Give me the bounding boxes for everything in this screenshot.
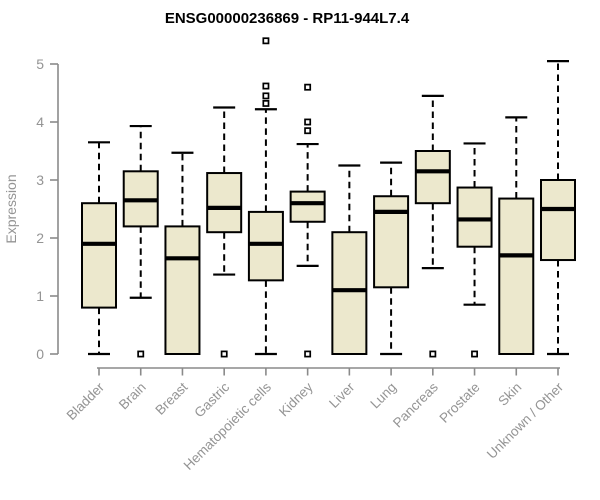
outlier-point xyxy=(429,350,437,358)
boxplot-brain xyxy=(122,124,159,358)
y-tick-label: 0 xyxy=(36,346,44,362)
iqr-box xyxy=(498,197,535,355)
boxplot-kidney xyxy=(289,83,326,358)
boxplot-breast xyxy=(164,151,201,355)
boxplot-unknown-other xyxy=(540,59,576,356)
iqr-box xyxy=(81,202,117,309)
iqr-box xyxy=(414,150,451,205)
outlier-point xyxy=(262,37,270,45)
y-tick-label: 4 xyxy=(36,114,44,130)
iqr-box xyxy=(164,225,201,355)
x-tick-label-unknown-other: Unknown / Other xyxy=(484,379,567,462)
x-tick-label-bladder: Bladder xyxy=(64,379,108,423)
outlier-point xyxy=(262,82,270,90)
x-tick-label-brain: Brain xyxy=(116,380,149,413)
y-tick-label: 1 xyxy=(36,288,44,304)
x-tick-label-pancreas: Pancreas xyxy=(390,379,441,430)
iqr-box xyxy=(456,186,493,248)
outlier-point xyxy=(304,83,312,91)
x-tick-label-gastric: Gastric xyxy=(191,379,232,420)
outlier-point xyxy=(304,118,312,126)
iqr-box xyxy=(331,231,368,355)
x-tick-label-liver: Liver xyxy=(326,379,358,411)
outlier-point xyxy=(262,92,270,100)
x-tick-label-skin: Skin xyxy=(495,380,524,409)
iqr-box xyxy=(289,190,326,223)
x-tick-label-prostate: Prostate xyxy=(437,380,483,426)
y-tick-label: 3 xyxy=(36,172,44,188)
outlier-point xyxy=(304,127,312,135)
boxplot-skin xyxy=(498,116,535,355)
outlier-point xyxy=(262,99,270,107)
boxplot-hematopoietic-cells xyxy=(247,37,284,356)
chart-title: ENSG00000236869 - RP11-944L7.4 xyxy=(165,10,410,27)
boxplot-prostate xyxy=(456,142,493,358)
outlier-point xyxy=(220,350,228,358)
y-tick-label: 5 xyxy=(36,56,44,72)
outlier-point xyxy=(471,350,478,358)
boxplot-pancreas xyxy=(414,94,451,358)
x-tick-label-kidney: Kidney xyxy=(276,379,316,419)
x-tick-label-breast: Breast xyxy=(152,379,190,417)
iqr-box xyxy=(247,210,284,282)
boxplot-gastric xyxy=(206,106,243,358)
x-tick-label-lung: Lung xyxy=(367,380,399,412)
outlier-point xyxy=(137,350,145,358)
y-axis-title: Expression xyxy=(3,174,19,243)
plot-layer xyxy=(81,37,576,358)
iqr-box xyxy=(540,179,576,262)
y-tick-label: 2 xyxy=(36,230,44,246)
boxplot-liver xyxy=(331,164,368,355)
iqr-box xyxy=(206,172,243,234)
outlier-point xyxy=(304,350,312,358)
boxplot-lung xyxy=(373,161,410,356)
boxplot-bladder xyxy=(81,141,117,356)
